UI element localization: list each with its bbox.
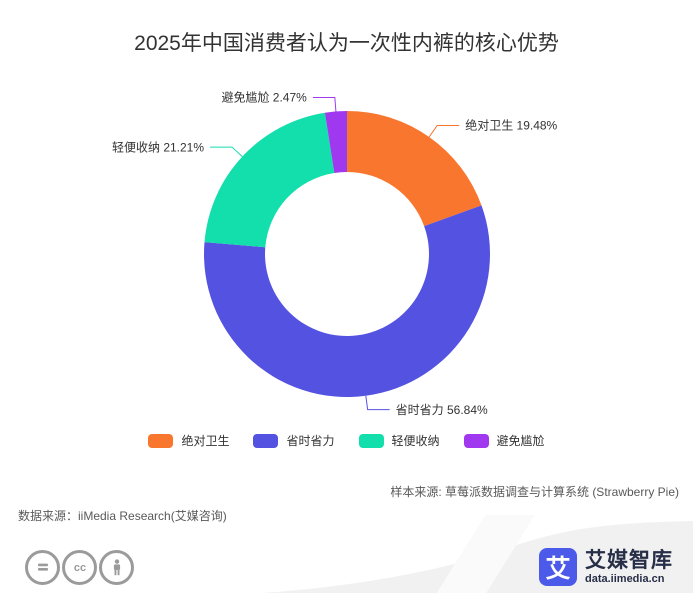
page-title: 2025年中国消费者认为一次性内裤的核心优势 — [134, 32, 559, 55]
iimedia-logo-mark: 艾 — [539, 548, 577, 586]
donut-chart: 绝对卫生 19.48% 省时省力 56.84% 轻便收纳 21.21% 避免尴尬 2.… — [112, 90, 558, 417]
slice-label-轻便收纳: 轻便收纳 21.21% — [112, 140, 204, 154]
legend-label: 绝对卫生 — [181, 434, 230, 448]
legend-item-避免尴尬[interactable]: 避免尴尬 — [463, 432, 545, 449]
footer-bar: cc 艾 艾媒智库 data.iimedia.cn — [0, 548, 693, 586]
legend-swatch — [148, 433, 174, 448]
cc-license-icons: cc — [25, 549, 134, 585]
sample-source-note: 样本来源: 草莓派数据调查与计算系统 (Strawberry Pie) — [390, 485, 679, 499]
donut-slice-轻便收纳[interactable] — [204, 112, 335, 248]
label-leader-line — [428, 124, 460, 138]
label-leader-line — [210, 146, 243, 157]
legend-swatch — [463, 433, 489, 448]
data-source-note: 数据来源：iiMedia Research(艾媒咨询) — [18, 509, 227, 523]
legend-item-轻便收纳[interactable]: 轻便收纳 — [358, 432, 440, 449]
slice-label-避免尴尬: 避免尴尬 2.47% — [221, 90, 307, 105]
slice-label-绝对卫生: 绝对卫生 19.48% — [465, 118, 557, 133]
legend-swatch — [253, 433, 279, 448]
donut-slice-绝对卫生[interactable] — [347, 111, 482, 227]
chart-area: 绝对卫生 19.48% 省时省力 56.84% 轻便收纳 21.21% 避免尴尬 2.… — [0, 57, 693, 422]
legend-label: 避免尴尬 — [496, 434, 545, 448]
brand-domain: data.iimedia.cn — [585, 572, 665, 585]
person-icon[interactable] — [99, 549, 134, 585]
iimedia-logo[interactable]: 艾 艾媒智库 data.iimedia.cn — [539, 548, 673, 586]
legend: 绝对卫生 省时省力 轻便收纳 避免尴尬 — [0, 432, 693, 449]
slice-label-省时省力: 省时省力 56.84% — [396, 403, 488, 417]
brand-name: 艾媒智库 — [585, 548, 673, 572]
label-leader-line — [312, 96, 337, 112]
iimedia-logo-text: 艾媒智库 data.iimedia.cn — [585, 550, 673, 585]
legend-swatch — [358, 433, 384, 448]
svg-text:cc: cc — [73, 562, 85, 574]
equals-icon[interactable] — [25, 549, 60, 585]
legend-item-省时省力[interactable]: 省时省力 — [253, 432, 335, 449]
donut-slice-避免尴尬[interactable] — [324, 111, 347, 173]
legend-label: 省时省力 — [286, 434, 335, 448]
cc-icon[interactable]: cc — [62, 549, 97, 585]
label-leader-line — [365, 395, 390, 411]
donut-slice-省时省力[interactable] — [204, 205, 491, 398]
legend-label: 轻便收纳 — [391, 434, 440, 448]
legend-item-绝对卫生[interactable]: 绝对卫生 — [148, 432, 229, 449]
